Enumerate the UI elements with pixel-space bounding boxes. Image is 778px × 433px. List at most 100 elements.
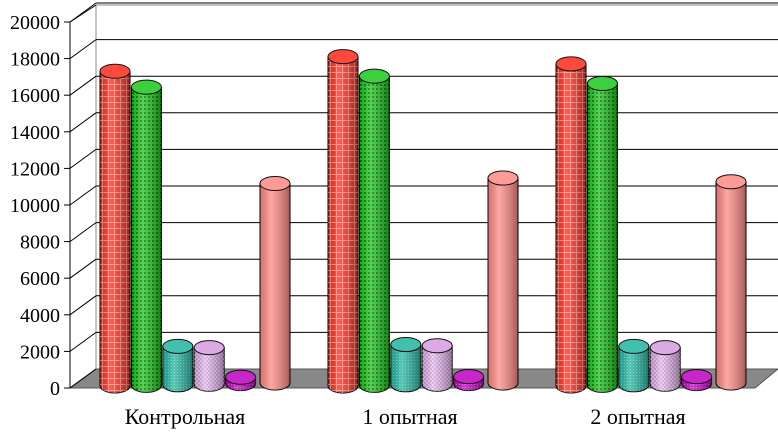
bar-top (487, 170, 519, 186)
y-tick-label: 18000 (10, 49, 60, 71)
bar-top-highlight (225, 370, 256, 385)
bar-shading (618, 346, 649, 392)
bar-shading (587, 83, 618, 393)
bar-top-highlight (194, 340, 225, 355)
bar-top (225, 369, 257, 385)
bar-top (99, 63, 131, 79)
x-axis: Контрольная 1 опытная 2 опытная (125, 404, 686, 429)
bar-shading (131, 87, 162, 393)
back-wall (96, 5, 778, 369)
y-tick-label: 16000 (10, 85, 60, 107)
bar-shading (556, 63, 586, 394)
gridline-side (69, 331, 97, 352)
bar-shading (716, 181, 746, 390)
bar-top (193, 340, 225, 356)
x-category-label: Контрольная (125, 404, 246, 429)
y-tick-label: 14000 (10, 122, 60, 144)
y-tick-label: 4000 (20, 305, 60, 327)
bar (225, 369, 257, 392)
bar-top (421, 338, 453, 354)
bar-top-highlight (618, 339, 649, 354)
bar (358, 68, 390, 393)
bar-top (358, 68, 390, 84)
gridline-side (69, 185, 97, 206)
bar (162, 338, 194, 393)
bar-top (715, 174, 747, 190)
bar-shading (100, 71, 130, 394)
bar (421, 338, 453, 392)
y-tick-label: 8000 (20, 232, 60, 254)
left-side-wall-edge-top (69, 4, 97, 23)
bar (193, 340, 225, 392)
bar (618, 338, 650, 393)
bar-top (327, 49, 359, 65)
y-tick-label: 20000 (10, 12, 60, 34)
bar-shading (260, 183, 290, 390)
bar-top-highlight (488, 171, 518, 186)
gridlines (69, 2, 778, 352)
gridline-side (69, 222, 97, 243)
bar-top-highlight (390, 337, 421, 352)
bar-shading (488, 178, 518, 390)
bar-shading (422, 345, 453, 392)
y-tick-label: 10000 (10, 195, 60, 217)
gridline-side (69, 258, 97, 279)
y-tick-label: 12000 (10, 158, 60, 180)
bar-top (162, 338, 194, 354)
gridline-side (69, 75, 97, 96)
bar-top-highlight (100, 64, 130, 79)
bar (130, 79, 162, 393)
bar-top (259, 176, 291, 192)
bar (715, 174, 747, 391)
x-category-label: 1 опытная (362, 404, 457, 429)
bar-top-highlight (162, 339, 193, 354)
bar (259, 176, 291, 391)
bar-top (555, 56, 587, 72)
bar (390, 337, 422, 393)
bar-top-highlight (650, 340, 681, 355)
bar-top-highlight (681, 369, 712, 384)
bar-shading (162, 346, 193, 392)
bar-top (390, 337, 422, 353)
bar (487, 170, 519, 391)
bar-top (618, 338, 650, 354)
gridline-side (69, 148, 97, 169)
gridline-side (69, 295, 97, 316)
y-tick-label: 6000 (20, 268, 60, 290)
bar-top-highlight (716, 174, 746, 189)
bar-shading (650, 347, 681, 392)
bar-top (453, 369, 485, 385)
bar-top-highlight (260, 176, 290, 191)
bar-top-highlight (131, 80, 162, 95)
bar-top (649, 340, 681, 356)
bar-shading (328, 56, 358, 393)
bar (453, 369, 485, 392)
bar-top-highlight (422, 338, 453, 353)
bar (327, 49, 359, 394)
y-tick-label: 0 (50, 378, 60, 400)
y-axis: 0 2000 4000 6000 8000 10000 12000 14000 16000 180… (10, 12, 70, 400)
bar-shading (359, 76, 390, 393)
bar-top-highlight (328, 49, 358, 64)
bar (681, 369, 713, 392)
bar (649, 340, 681, 392)
bar-shading (194, 347, 225, 392)
gridline-side (69, 112, 97, 133)
bar-shading (390, 344, 421, 392)
bar (555, 56, 587, 394)
y-tick-label: 2000 (20, 341, 60, 363)
bar-top-highlight (556, 56, 586, 71)
x-category-label: 2 опытная (590, 404, 685, 429)
bar-top (130, 79, 162, 95)
bar-top (586, 75, 618, 91)
bar (586, 75, 618, 393)
bar (99, 63, 131, 394)
bar-top-highlight (359, 69, 390, 84)
plot-area (68, 2, 778, 389)
bar-top (681, 369, 713, 385)
bar-top-highlight (587, 76, 618, 91)
gridline-side (69, 39, 97, 60)
bar-top-highlight (453, 369, 484, 384)
bars (99, 49, 747, 394)
